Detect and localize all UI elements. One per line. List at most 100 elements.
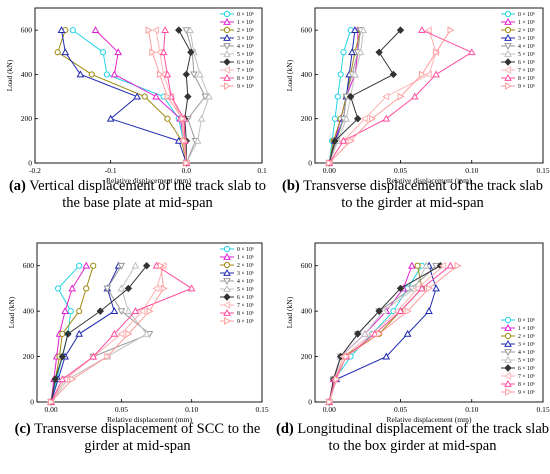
data-point-c-7-5: [152, 284, 160, 293]
data-point-b-7-3: [382, 92, 390, 101]
legend-marker-c-9: [224, 317, 232, 325]
data-point-d-9-6: [454, 261, 462, 270]
y-tick-label-d-2: 400: [301, 307, 313, 316]
caption-b: (b) Transverse displacement of the track…: [275, 178, 550, 212]
legend-marker-c-8: [223, 308, 231, 316]
data-point-a-9-3: [164, 92, 172, 101]
legend-marker-d-6: [504, 364, 512, 372]
data-point-d-6-4: [375, 307, 383, 315]
legend-label-a-4: 4 × 10⁶: [237, 44, 254, 50]
data-point-a-2-3: [141, 93, 148, 100]
legend-label-c-4: 4 × 10⁶: [237, 279, 254, 285]
caption-d: (d) Longitudinal displacement of the tra…: [275, 421, 550, 455]
legend-label-b-0: 0 × 10⁶: [518, 12, 535, 18]
data-point-b-9-5: [433, 48, 441, 57]
legend-marker-b-4: [504, 43, 512, 51]
legend-label-d-0: 0 × 10⁶: [518, 318, 535, 324]
data-point-b-6-5: [375, 48, 383, 56]
data-point-c-8-2: [89, 352, 98, 360]
data-point-c-2-3: [59, 330, 66, 337]
data-point-c-7-3: [117, 330, 125, 338]
legend-label-b-5: 5 × 10⁶: [518, 52, 535, 58]
x-tick-label-b-1: 0.05: [394, 166, 407, 175]
data-point-a-8-4: [163, 70, 172, 78]
data-point-d-9-1: [333, 375, 341, 384]
series-line-d-9: [328, 265, 458, 403]
y-tick-label-c-2: 400: [23, 307, 35, 316]
data-point-a-6-3: [184, 92, 192, 101]
data-point-a-9-4: [156, 70, 164, 79]
legend-label-b-8: 8 × 10⁶: [518, 76, 535, 82]
caption-a-text: Vertical displacement of the track slab …: [29, 178, 267, 211]
data-point-c-9-0: [48, 398, 56, 406]
y-tick-label-d-1: 200: [301, 352, 313, 361]
data-point-c-9-6: [157, 261, 165, 270]
data-point-b-9-6: [447, 26, 455, 34]
legend-marker-d-2: [504, 332, 512, 340]
plot-frame-d: [314, 242, 544, 403]
legend-marker-a-5: [223, 49, 231, 57]
legend-label-c-6: 6 × 10⁶: [237, 295, 254, 301]
x-tick-label-b-0: 0.00: [323, 166, 336, 175]
y-axis-label-a: Load (kN): [5, 59, 14, 91]
legend-marker-c-0: [223, 245, 231, 253]
data-point-a-1-6: [91, 26, 100, 34]
data-point-a-5-6: [186, 26, 194, 34]
legend-marker-d-1: [504, 323, 512, 331]
data-point-c-2-4: [76, 308, 83, 315]
data-point-a-5-3: [205, 92, 213, 100]
x-tick-label-c-2: 0.10: [185, 405, 198, 414]
data-point-c-9-2: [104, 352, 112, 361]
y-tick-label-b-0: 0: [308, 159, 312, 168]
legend-label-d-3: 3 × 10⁶: [518, 342, 535, 348]
legend-label-c-3: 3 × 10⁶: [237, 271, 254, 277]
legend-label-c-5: 5 × 10⁶: [237, 287, 254, 293]
legend-label-b-7: 7 × 10⁶: [518, 68, 535, 74]
x-tick-label-b-2: 0.10: [465, 166, 478, 175]
x-tick-label-d-2: 0.10: [465, 405, 478, 414]
data-point-a-3-4: [76, 70, 85, 78]
data-point-d-3-5: [432, 284, 440, 292]
data-point-b-8-6: [418, 26, 426, 34]
data-point-c-1-6: [82, 261, 91, 269]
legend-label-c-2: 2 × 10⁶: [237, 263, 254, 269]
data-point-b-9-0: [326, 159, 334, 167]
data-point-c-5-3: [142, 329, 151, 337]
data-point-b-7-4: [424, 70, 432, 79]
data-point-b-6-3: [346, 92, 355, 101]
x-tick-label-b-3: 0.15: [536, 166, 549, 175]
data-point-c-4-5: [103, 285, 112, 293]
legend-marker-b-1: [504, 17, 512, 25]
data-point-c-6-1: [51, 375, 59, 383]
legend-marker-c-6: [223, 293, 231, 301]
legend-marker-d-0: [504, 316, 512, 324]
chart-d-svg: 0.00 0.05 0.10 0.15 0 200 400 600 Relative displ…: [285, 242, 550, 424]
data-point-d-2-6: [414, 262, 421, 269]
data-point-a-3-6: [57, 26, 66, 34]
data-point-d-5-3: [361, 329, 369, 337]
legend-marker-a-2: [223, 26, 231, 34]
legend-marker-c-7: [222, 301, 230, 309]
data-point-d-3-4: [425, 307, 433, 315]
panel-d: 0.00 0.05 0.10 0.15 0 200 400 600 Relative displ…: [275, 237, 550, 474]
data-point-a-0-5: [100, 49, 107, 56]
data-point-b-7-2: [360, 114, 368, 123]
data-point-d-8-6: [446, 261, 455, 269]
data-point-a-3-5: [61, 48, 70, 56]
data-point-b-7-6: [424, 26, 432, 34]
data-point-c-5-6: [131, 261, 140, 269]
data-point-c-8-4: [131, 307, 140, 315]
data-point-a-6-5: [187, 48, 195, 56]
x-tick-label-a-2: 0.0: [182, 166, 192, 175]
data-point-c-1-5: [68, 284, 77, 292]
data-point-b-0-3: [334, 93, 341, 100]
legend-label-d-1: 1 × 10⁶: [518, 326, 535, 332]
data-point-a-3-2: [106, 114, 115, 122]
data-point-b-3-5: [348, 48, 356, 56]
y-tick-label-d-0: 0: [308, 398, 312, 407]
legend-label-a-9: 9 × 10⁶: [237, 84, 254, 90]
data-point-b-8-5: [467, 48, 476, 56]
data-point-c-2-5: [83, 285, 90, 292]
x-tick-label-d-3: 0.15: [536, 405, 549, 414]
data-point-c-7-4: [138, 307, 146, 315]
